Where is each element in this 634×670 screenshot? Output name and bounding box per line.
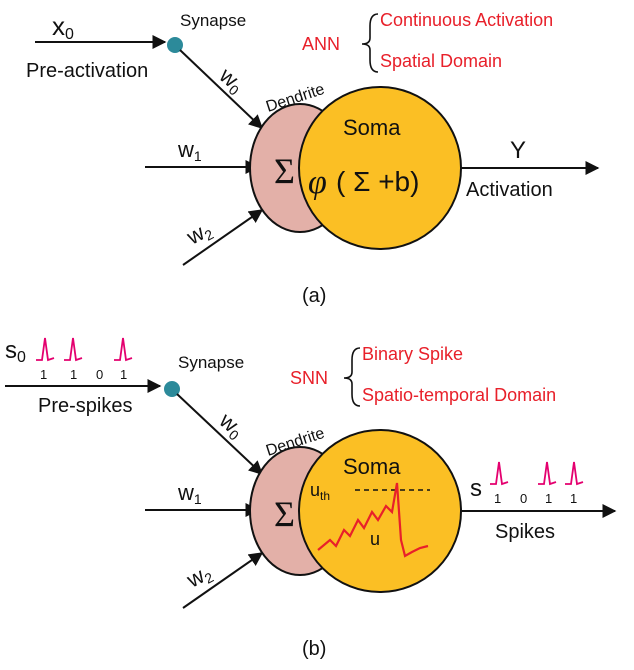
caption-a: (a) [302, 285, 326, 307]
synapse-label-b: Synapse [178, 353, 244, 372]
input-spike-3 [114, 337, 133, 362]
output-bit-4: 1 [570, 491, 577, 506]
input-bit-3: 0 [96, 367, 103, 382]
input-bit-2: 1 [70, 367, 77, 382]
output-var-b: s [470, 475, 482, 502]
ann-label: ANN [302, 34, 340, 54]
phi-symbol: φ [308, 164, 327, 201]
spikes-label: Spikes [495, 521, 555, 543]
snn-label: SNN [290, 368, 328, 388]
soma-label-a: Soma [343, 115, 401, 140]
sum-symbol-b: Σ [274, 494, 295, 534]
synapse-label-a: Synapse [180, 11, 246, 30]
output-var-a: Y [510, 137, 526, 164]
w0-arrow-b [176, 393, 264, 475]
w2-arrow-a [182, 209, 264, 266]
snn-feature-1: Binary Spike [362, 344, 463, 364]
threshold-label: uth [310, 480, 330, 503]
activation-label: Activation [466, 179, 553, 201]
input-spike-1 [36, 337, 55, 362]
panel-a: x0 Pre-activation Synapse w0 Dendrite w1… [26, 10, 600, 307]
pre-activation-label: Pre-activation [26, 60, 148, 82]
input-var-a: x0 [52, 11, 74, 43]
w0-label-a: w0 [213, 62, 249, 99]
synapse-node-b [164, 381, 180, 397]
w0-arrow-a [179, 49, 264, 129]
input-spike-train [36, 337, 133, 362]
soma-label-b: Soma [343, 454, 401, 479]
w2-arrow-b [182, 552, 264, 609]
output-bit-3: 1 [545, 491, 552, 506]
ann-brace [361, 13, 379, 73]
output-spike-3 [565, 461, 584, 486]
pre-spikes-label: Pre-spikes [38, 395, 132, 417]
sum-symbol-a: Σ [274, 151, 295, 191]
w1-label-a: w1 [177, 137, 202, 164]
output-spike-1 [490, 461, 509, 486]
output-spike-2 [538, 461, 557, 486]
input-var-b: s0 [5, 337, 26, 366]
caption-b: (b) [302, 638, 326, 660]
input-bit-4: 1 [120, 367, 127, 382]
potential-label: u [370, 529, 380, 549]
ann-feature-1: Continuous Activation [380, 10, 553, 30]
ann-feature-2: Spatial Domain [380, 51, 502, 71]
input-spike-2 [64, 337, 83, 362]
output-bit-2: 0 [520, 491, 527, 506]
membrane-potential-curve [317, 482, 429, 558]
activation-formula: ( Σ +b) [336, 166, 419, 197]
w1-label-b: w1 [177, 480, 202, 507]
output-bit-1: 1 [494, 491, 501, 506]
input-bit-1: 1 [40, 367, 47, 382]
panel-b: s0 1 1 0 1 Pre-spikes Synapse w0 Dendrit… [5, 337, 617, 660]
synapse-node-a [167, 37, 183, 53]
snn-feature-2: Spatio-temporal Domain [362, 385, 556, 405]
snn-brace [343, 347, 361, 407]
output-spike-train [490, 461, 584, 486]
w0-label-b: w0 [213, 407, 249, 444]
